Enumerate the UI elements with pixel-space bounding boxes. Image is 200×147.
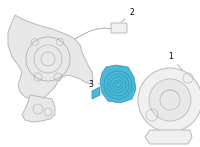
FancyBboxPatch shape bbox=[111, 23, 127, 33]
Polygon shape bbox=[145, 130, 192, 144]
Polygon shape bbox=[8, 15, 93, 99]
Polygon shape bbox=[22, 95, 55, 122]
Circle shape bbox=[149, 79, 191, 121]
Text: 2: 2 bbox=[121, 8, 135, 22]
Text: 3: 3 bbox=[88, 80, 103, 89]
Polygon shape bbox=[92, 87, 100, 99]
Polygon shape bbox=[100, 65, 136, 103]
Text: 1: 1 bbox=[168, 52, 182, 70]
Circle shape bbox=[138, 68, 200, 132]
Circle shape bbox=[41, 52, 55, 66]
